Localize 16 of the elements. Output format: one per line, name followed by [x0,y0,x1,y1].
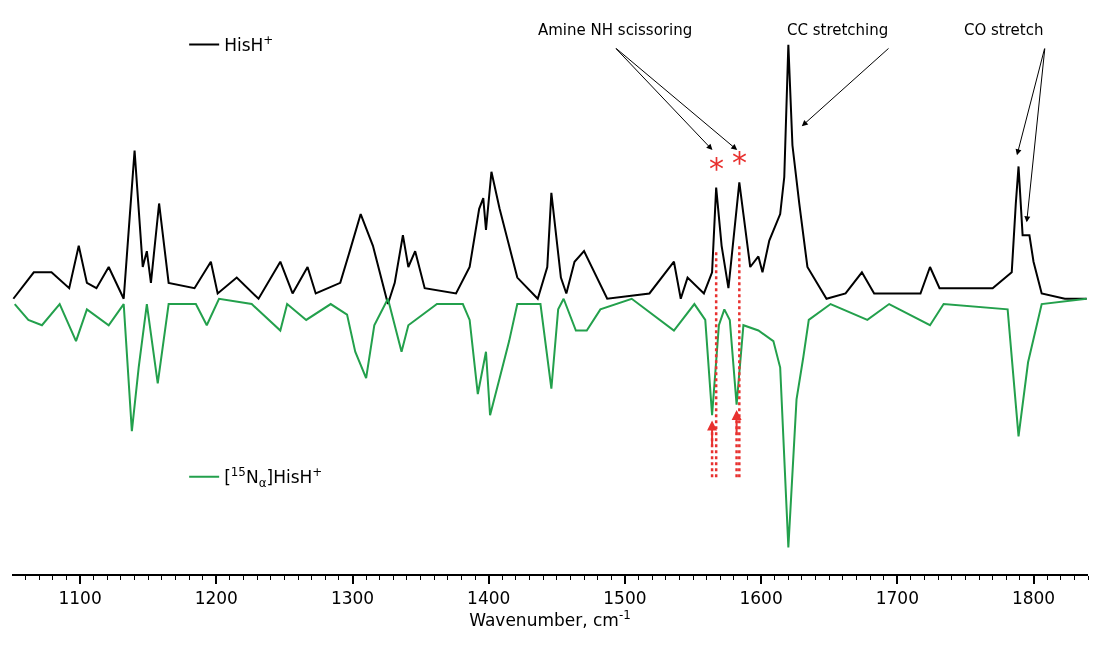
x-tick-label: 1800 [1011,588,1056,609]
legend-label: HisH$^{+}$ [224,32,274,56]
ref-line-label: * [732,145,747,180]
x-tick-label: 1700 [875,588,919,609]
ref-line-label: * [709,151,724,186]
x-tick-label: 1100 [58,588,102,609]
text: CO stretch [964,21,1044,39]
x-tick-label: 1300 [330,588,375,609]
x-tick-label: 1200 [194,588,238,609]
text: CC stretching [787,21,889,39]
text: Amine NH scissoring [538,21,693,39]
x-tick-label: 1400 [467,588,511,609]
x-tick-label: 1500 [603,588,647,609]
legend-label: [$^{15}$N$_{α}$]HisH$^{+}$ [224,465,323,491]
x-tick-label: 1600 [739,588,783,609]
x-axis-title: Wavenumber, cm$^{-1}$ [469,608,631,631]
